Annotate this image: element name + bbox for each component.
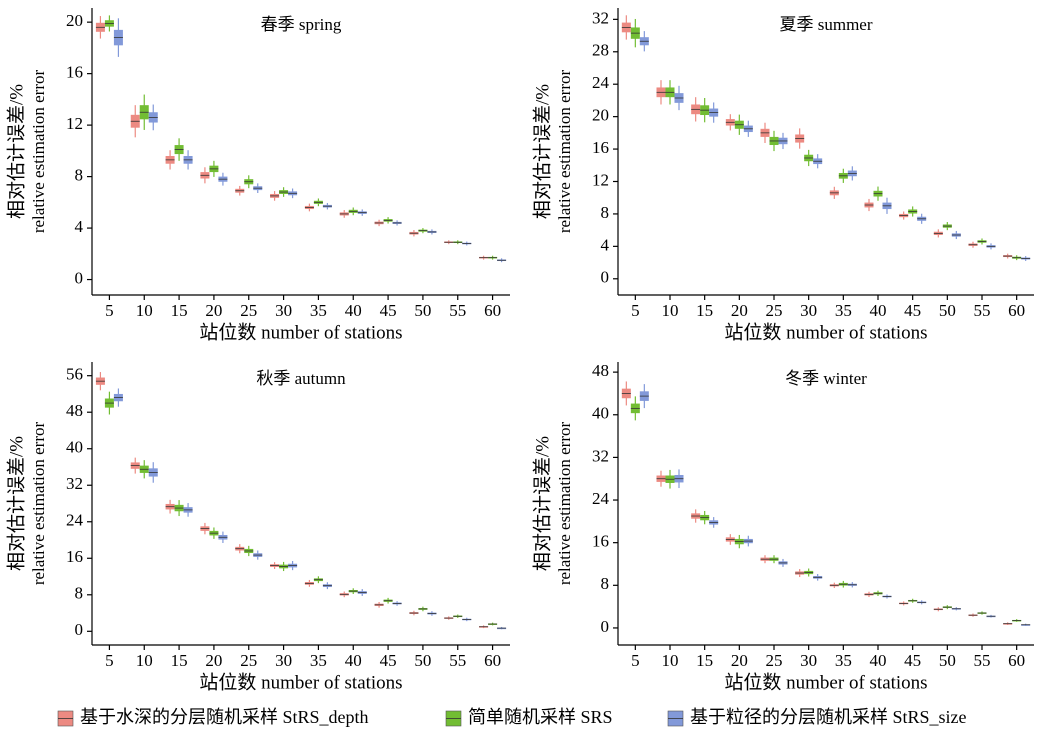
x-tick-label: 35 bbox=[310, 301, 327, 320]
x-tick-label: 20 bbox=[205, 301, 222, 320]
x-tick-label: 40 bbox=[870, 301, 887, 320]
x-tick-label: 20 bbox=[205, 651, 222, 670]
x-tick-label: 15 bbox=[696, 301, 713, 320]
y-axis-label: 相对估计误差/% bbox=[5, 84, 27, 219]
x-tick-label: 20 bbox=[731, 651, 748, 670]
x-tick-label: 50 bbox=[414, 301, 431, 320]
y-tick-label: 12 bbox=[592, 170, 609, 189]
x-tick-label: 25 bbox=[240, 301, 257, 320]
x-tick-label: 45 bbox=[380, 651, 397, 670]
x-tick-label: 5 bbox=[105, 301, 114, 320]
x-axis-label: 站位数 number of stations bbox=[724, 671, 927, 693]
x-tick-label: 10 bbox=[136, 301, 153, 320]
y-tick-label: 4 bbox=[75, 217, 84, 236]
y-tick-label: 16 bbox=[66, 63, 83, 82]
y-axis-label: relative estimation error bbox=[555, 422, 574, 586]
y-tick-label: 32 bbox=[592, 446, 609, 465]
y-axis-label: relative estimation error bbox=[29, 70, 48, 234]
x-tick-label: 30 bbox=[800, 301, 817, 320]
x-tick-label: 15 bbox=[696, 651, 713, 670]
x-tick-label: 5 bbox=[631, 651, 640, 670]
x-tick-label: 35 bbox=[835, 651, 852, 670]
y-tick-label: 8 bbox=[601, 574, 610, 593]
y-tick-label: 0 bbox=[601, 617, 610, 636]
x-tick-label: 40 bbox=[345, 301, 362, 320]
y-axis-label: 相对估计误差/% bbox=[531, 436, 553, 571]
y-tick-label: 16 bbox=[592, 138, 609, 157]
x-tick-label: 45 bbox=[380, 301, 397, 320]
y-tick-label: 8 bbox=[601, 203, 610, 222]
y-tick-label: 0 bbox=[75, 268, 84, 287]
y-tick-label: 16 bbox=[66, 547, 83, 566]
x-tick-label: 60 bbox=[1008, 651, 1025, 670]
legend-label: 基于水深的分层随机采样 StRS_depth bbox=[80, 707, 369, 727]
y-tick-label: 12 bbox=[66, 114, 83, 133]
x-tick-label: 30 bbox=[275, 301, 292, 320]
x-tick-label: 5 bbox=[105, 651, 114, 670]
y-tick-label: 0 bbox=[75, 620, 84, 639]
y-tick-label: 24 bbox=[66, 511, 84, 530]
x-tick-label: 35 bbox=[835, 301, 852, 320]
x-tick-label: 10 bbox=[662, 301, 679, 320]
chart-title: 春季 spring bbox=[261, 15, 342, 34]
x-tick-label: 40 bbox=[345, 651, 362, 670]
y-tick-label: 0 bbox=[601, 268, 610, 287]
legend-label: 简单随机采样 SRS bbox=[468, 707, 613, 727]
y-tick-label: 28 bbox=[592, 41, 609, 60]
y-axis-label: relative estimation error bbox=[29, 422, 48, 586]
x-tick-label: 5 bbox=[631, 301, 640, 320]
x-tick-label: 25 bbox=[240, 651, 257, 670]
y-tick-label: 48 bbox=[592, 361, 609, 380]
x-tick-label: 55 bbox=[974, 651, 991, 670]
chart-title: 夏季 summer bbox=[779, 15, 872, 34]
x-axis-label: 站位数 number of stations bbox=[199, 321, 402, 343]
x-tick-label: 25 bbox=[766, 301, 783, 320]
x-tick-label: 30 bbox=[800, 651, 817, 670]
x-tick-label: 10 bbox=[662, 651, 679, 670]
x-axis-label: 站位数 number of stations bbox=[199, 671, 402, 693]
y-tick-label: 32 bbox=[66, 474, 83, 493]
x-tick-label: 10 bbox=[136, 651, 153, 670]
x-tick-label: 40 bbox=[870, 651, 887, 670]
x-tick-label: 60 bbox=[484, 301, 501, 320]
y-tick-label: 16 bbox=[592, 532, 609, 551]
y-tick-label: 20 bbox=[66, 11, 83, 30]
x-tick-label: 45 bbox=[904, 301, 921, 320]
chart-title: 秋季 autumn bbox=[256, 369, 346, 388]
x-tick-label: 50 bbox=[414, 651, 431, 670]
y-axis-label: 相对估计误差/% bbox=[531, 84, 553, 219]
y-tick-label: 40 bbox=[66, 438, 83, 457]
x-tick-label: 20 bbox=[731, 301, 748, 320]
y-tick-label: 8 bbox=[75, 584, 84, 603]
y-tick-label: 20 bbox=[592, 106, 609, 125]
x-tick-label: 60 bbox=[1008, 301, 1025, 320]
x-tick-label: 45 bbox=[904, 651, 921, 670]
y-tick-label: 4 bbox=[601, 235, 610, 254]
x-tick-label: 55 bbox=[449, 301, 466, 320]
chart-title: 冬季 winter bbox=[785, 369, 867, 388]
x-tick-label: 25 bbox=[766, 651, 783, 670]
y-tick-label: 8 bbox=[75, 166, 84, 185]
y-tick-label: 32 bbox=[592, 8, 609, 27]
y-tick-label: 56 bbox=[66, 365, 83, 384]
x-tick-label: 15 bbox=[171, 651, 188, 670]
y-tick-label: 24 bbox=[592, 489, 610, 508]
x-tick-label: 35 bbox=[310, 651, 327, 670]
y-tick-label: 24 bbox=[592, 73, 610, 92]
y-tick-label: 40 bbox=[592, 404, 609, 423]
x-tick-label: 30 bbox=[275, 651, 292, 670]
legend-label: 基于粒径的分层随机采样 StRS_size bbox=[690, 707, 967, 727]
y-tick-label: 48 bbox=[66, 401, 83, 420]
x-axis-label: 站位数 number of stations bbox=[724, 321, 927, 343]
x-tick-label: 55 bbox=[449, 651, 466, 670]
x-tick-label: 50 bbox=[939, 651, 956, 670]
y-axis-label: 相对估计误差/% bbox=[5, 436, 27, 571]
x-tick-label: 50 bbox=[939, 301, 956, 320]
y-axis-label: relative estimation error bbox=[555, 70, 574, 234]
x-tick-label: 60 bbox=[484, 651, 501, 670]
x-tick-label: 15 bbox=[171, 301, 188, 320]
x-tick-label: 55 bbox=[974, 301, 991, 320]
